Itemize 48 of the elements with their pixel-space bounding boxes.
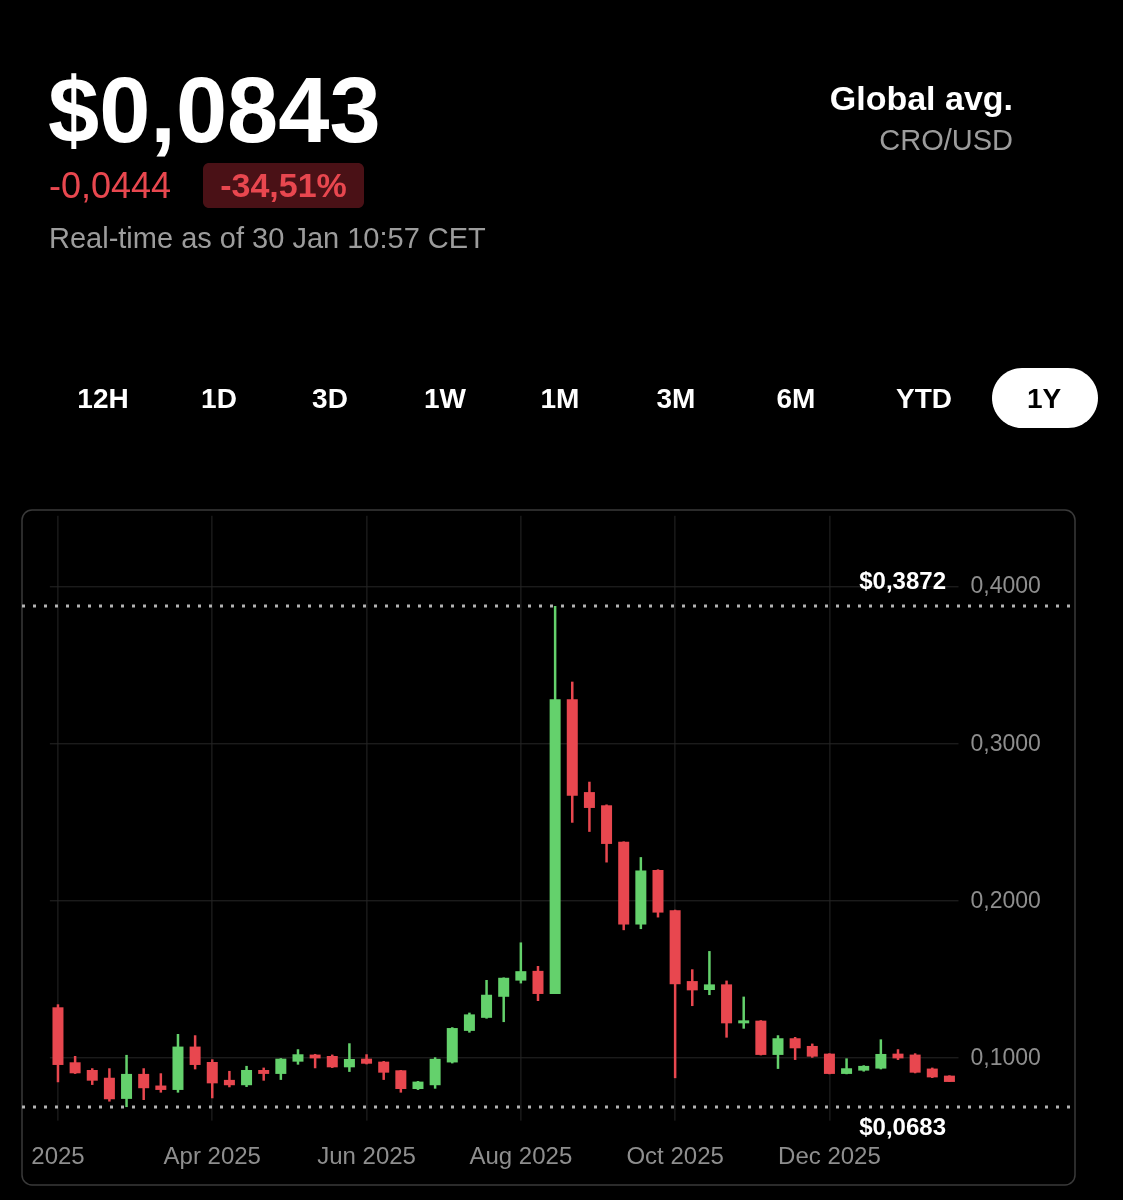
candlestick bbox=[498, 976, 510, 1024]
text: 1M bbox=[540, 383, 580, 414]
candlestick bbox=[875, 1038, 887, 1071]
candlestick bbox=[138, 1067, 150, 1102]
text: 1W bbox=[424, 383, 467, 414]
text: YTD bbox=[896, 383, 952, 414]
y-tick-label: 0,1000 bbox=[970, 1043, 1041, 1070]
candlestick bbox=[155, 1072, 167, 1094]
candlestick bbox=[103, 1067, 115, 1103]
x-tick-label: 2025 bbox=[31, 1141, 85, 1169]
candlestick bbox=[378, 1059, 390, 1082]
text: 1Y bbox=[1026, 383, 1062, 414]
text: 3D bbox=[312, 383, 348, 414]
text: Real-time as of 30 Jan 10:57 CET bbox=[49, 222, 487, 254]
text: 1D bbox=[201, 383, 237, 414]
text: 12H bbox=[77, 383, 129, 414]
ref-line-label: $0,0683 bbox=[859, 1113, 946, 1141]
candlestick bbox=[789, 1035, 801, 1062]
y-tick-label: 0,2000 bbox=[970, 886, 1041, 913]
candlestick bbox=[189, 1034, 201, 1071]
candlestick bbox=[463, 1011, 475, 1034]
candlestick bbox=[532, 964, 544, 1003]
x-tick-label: Aug 2025 bbox=[469, 1141, 573, 1169]
chart-title: $0,0843 bbox=[48, 59, 381, 161]
candlestick bbox=[206, 1058, 218, 1100]
candlestick bbox=[583, 780, 595, 834]
text: Global avg. bbox=[829, 79, 1013, 117]
text: -0,0444 bbox=[49, 165, 172, 206]
x-tick-label: Oct 2025 bbox=[626, 1141, 724, 1169]
candlestick bbox=[275, 1056, 287, 1082]
text: 3M bbox=[656, 383, 696, 414]
text: CRO/USD bbox=[879, 124, 1013, 156]
y-tick-label: 0,3000 bbox=[970, 729, 1041, 756]
candlestick bbox=[703, 949, 715, 997]
ref-line-label: $0,3872 bbox=[859, 567, 946, 595]
x-tick-label: Jun 2025 bbox=[317, 1141, 416, 1169]
candlestick bbox=[772, 1034, 784, 1071]
y-tick-label: 0,4000 bbox=[970, 572, 1041, 599]
text: 6M bbox=[776, 383, 816, 414]
candlestick bbox=[738, 995, 750, 1030]
candlestick bbox=[481, 978, 493, 1020]
candlestick bbox=[343, 1042, 355, 1074]
candlestick bbox=[686, 968, 698, 1008]
candlestick bbox=[241, 1064, 253, 1089]
x-tick-label: Dec 2025 bbox=[778, 1141, 881, 1169]
x-tick-label: Apr 2025 bbox=[163, 1141, 261, 1169]
candlestick bbox=[515, 941, 527, 985]
text: -34,51% bbox=[220, 166, 347, 204]
